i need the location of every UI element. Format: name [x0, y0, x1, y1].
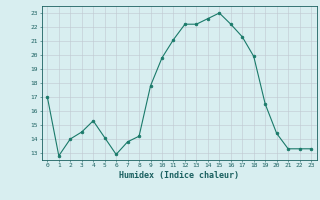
X-axis label: Humidex (Indice chaleur): Humidex (Indice chaleur): [119, 171, 239, 180]
